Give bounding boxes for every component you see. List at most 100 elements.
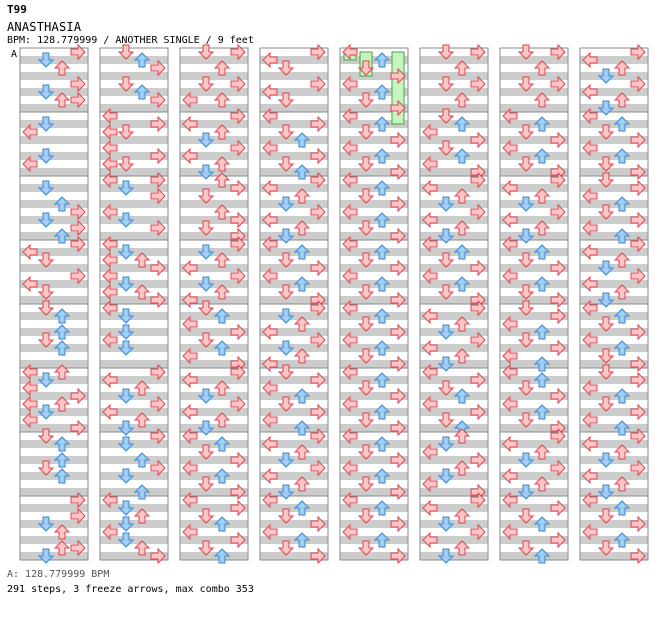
down-arrow [597,156,615,172]
beat-band [580,120,648,128]
beat-band [340,520,408,528]
down-arrow [37,284,55,300]
up-arrow [453,244,471,260]
left-arrow [422,499,438,517]
beat-band [580,456,648,464]
right-arrow [70,91,86,109]
beat-band [420,440,488,448]
measure-box [179,495,249,561]
beat-band [180,504,248,512]
up-arrow [213,204,231,220]
left-arrow [102,283,118,301]
beat-band [20,360,88,368]
beat-band [420,376,488,384]
beat-band [340,72,408,80]
up-arrow [293,316,311,332]
beat-band [500,456,568,464]
up-arrow [53,396,71,412]
down-arrow [117,156,135,172]
left-arrow [342,171,358,189]
down-arrow [277,364,295,380]
right-arrow [630,75,646,93]
right-arrow [230,43,246,61]
down-arrow [517,540,535,556]
up-arrow [533,516,551,532]
up-arrow [213,252,231,268]
beat-band [100,152,168,160]
left-arrow [422,179,438,197]
right-arrow [310,299,326,317]
down-arrow [117,516,135,532]
left-arrow [22,243,38,261]
left-arrow [502,267,518,285]
beat-band [420,360,488,368]
beat-band [420,552,488,560]
up-arrow [373,436,391,452]
left-arrow [342,267,358,285]
beat-band [100,344,168,352]
left-arrow [502,139,518,157]
footer-stats: 291 steps, 3 freeze arrows, max combo 35… [7,584,254,595]
down-arrow [117,436,135,452]
down-arrow [357,60,375,76]
beat-band [500,184,568,192]
up-arrow [133,540,151,556]
down-arrow [277,252,295,268]
right-arrow [230,107,246,125]
up-arrow [53,364,71,380]
right-arrow [630,211,646,229]
beat-band [580,504,648,512]
down-arrow [437,516,455,532]
beat-band [20,152,88,160]
left-arrow [102,251,118,269]
right-arrow [70,219,86,237]
up-arrow [373,500,391,516]
beat-band [340,56,408,64]
up-arrow [453,60,471,76]
down-arrow [357,92,375,108]
beat-band [20,216,88,224]
beat-band [420,120,488,128]
down-arrow [437,468,455,484]
beat-band [500,56,568,64]
right-arrow [310,171,326,189]
down-arrow [357,348,375,364]
down-arrow [117,244,135,260]
down-arrow [197,444,215,460]
right-arrow [550,131,566,149]
down-arrow [357,252,375,268]
beat-band [340,264,408,272]
down-arrow [37,428,55,444]
beat-band [180,440,248,448]
beat-band [500,392,568,400]
beat-band [580,104,648,112]
right-arrow [310,547,326,565]
beat-band [260,536,328,544]
beat-band [100,440,168,448]
beat-band [420,536,488,544]
down-arrow [517,44,535,60]
right-arrow [470,331,486,349]
left-arrow [182,315,198,333]
beat-band [100,56,168,64]
up-arrow [613,532,631,548]
down-arrow [357,380,375,396]
left-arrow [262,211,278,229]
down-arrow [437,108,455,124]
down-arrow [357,284,375,300]
beat-band [420,392,488,400]
beat-band [420,488,488,496]
up-arrow [533,324,551,340]
left-arrow [342,363,358,381]
left-arrow [582,331,598,349]
beat-band [260,520,328,528]
beat-band [100,232,168,240]
beat-band [20,168,88,176]
left-arrow [262,179,278,197]
measure-box [339,495,409,561]
left-arrow [342,139,358,157]
up-arrow [213,340,231,356]
beat-band [20,104,88,112]
right-arrow [470,75,486,93]
beat-band [20,424,88,432]
